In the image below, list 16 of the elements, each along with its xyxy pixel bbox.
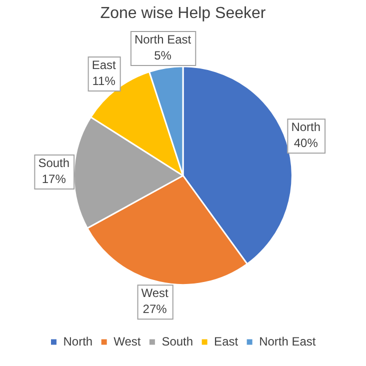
data-label: 40% bbox=[294, 136, 318, 150]
data-label: 17% bbox=[42, 172, 66, 186]
legend-label: East bbox=[214, 334, 239, 348]
chart-title: Zone wise Help Seeker bbox=[100, 5, 266, 22]
slice-label: South bbox=[38, 156, 70, 170]
legend-label: North bbox=[63, 334, 93, 348]
data-label: 5% bbox=[154, 48, 172, 62]
slice-label: North East bbox=[134, 32, 192, 46]
legend-label: South bbox=[162, 334, 194, 348]
legend-label: West bbox=[114, 334, 142, 348]
slice-label: East bbox=[92, 58, 116, 72]
legend-label: North East bbox=[259, 334, 316, 348]
data-label: 11% bbox=[92, 74, 116, 88]
data-label: 27% bbox=[142, 302, 168, 316]
slice-label: North bbox=[291, 120, 321, 134]
slice-label: West bbox=[141, 286, 170, 300]
